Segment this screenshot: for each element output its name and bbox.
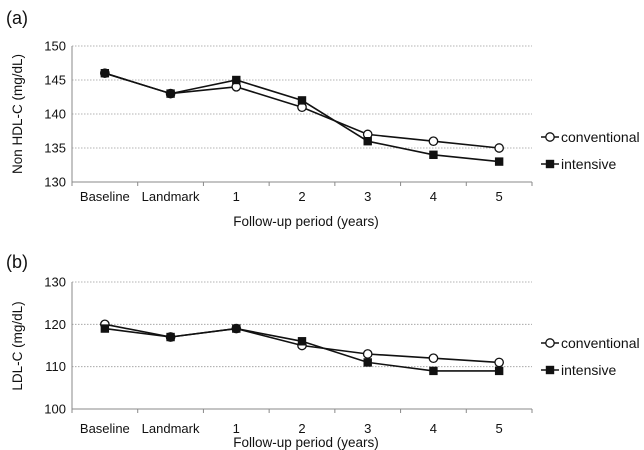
panel-a-intensive-point bbox=[166, 89, 175, 98]
panel-a-legend-intensive-label: intensive bbox=[561, 156, 616, 172]
panel-a-gridlines bbox=[72, 45, 532, 183]
panel-a-y-tick-label: 130 bbox=[44, 175, 66, 190]
panel-b-y-tick-label: 110 bbox=[45, 359, 66, 374]
panel-a-y-tick-label: 150 bbox=[44, 39, 66, 54]
panel-b-series bbox=[100, 319, 504, 376]
panel-b-y-ticks: 100 110 120 130 bbox=[44, 275, 66, 417]
panel-b-intensive-point bbox=[100, 324, 110, 333]
panel-b-legend-intensive-marker bbox=[545, 365, 555, 375]
panel-b-intensive-point bbox=[429, 366, 438, 376]
panel-b-y-axis-title: LDL-C (mg/dL) bbox=[10, 301, 25, 390]
panel-a-series bbox=[100, 68, 504, 166]
panel-b-y-tick-label: 100 bbox=[44, 402, 66, 417]
panel-a-y-ticks: 130 135 140 145 150 bbox=[44, 39, 66, 190]
panel-a-x-ticks: Baseline Landmark 1 2 3 4 5 bbox=[80, 189, 503, 204]
panel-a-axes bbox=[71, 46, 533, 186]
panel-b-intensive-point bbox=[297, 337, 307, 346]
panel-b-intensive-point bbox=[166, 332, 175, 342]
panel-b-x-tick-label: Landmark bbox=[142, 421, 200, 436]
panel-a-intensive-point bbox=[232, 75, 241, 85]
panel-a-conventional-point bbox=[494, 143, 504, 153]
panel-a-legend-conventional-marker bbox=[545, 132, 555, 142]
panel-a-intensive-line bbox=[104, 72, 500, 163]
panel-b-label: (b) bbox=[6, 252, 28, 272]
panel-a-x-tick-label: 1 bbox=[233, 189, 240, 204]
panel-b-x-tick-label: Baseline bbox=[80, 421, 130, 436]
panel-a-legend: conventional intensive bbox=[541, 129, 640, 172]
panel-a-legend-intensive-marker bbox=[545, 159, 555, 169]
panel-b-x-tick-label: 2 bbox=[298, 421, 305, 436]
panel-a-x-tick-label: Landmark bbox=[142, 189, 200, 204]
panel-b-x-tick-label: 3 bbox=[364, 421, 371, 436]
panel-b-y-tick-label: 120 bbox=[44, 317, 66, 332]
panel-a-x-tick-label: 5 bbox=[496, 189, 503, 204]
panel-b-legend-conventional-marker bbox=[545, 338, 555, 348]
panel-a-intensive-point bbox=[100, 69, 110, 78]
panel-b-x-tick-label: 4 bbox=[430, 421, 437, 436]
panel-a-chart: (a) Non HDL-C (mg/dL) Follow-up period (… bbox=[6, 8, 640, 229]
panel-a-conventional-point bbox=[428, 136, 439, 147]
panel-b-x-ticks: Baseline Landmark 1 2 3 4 5 bbox=[80, 421, 503, 436]
panel-b-intensive-point bbox=[232, 324, 241, 333]
panel-a-y-tick-label: 140 bbox=[44, 107, 66, 122]
panel-a-x-tick-label: Baseline bbox=[80, 189, 130, 204]
panel-b-legend-conventional-label: conventional bbox=[561, 335, 640, 351]
panel-a-y-tick-label: 145 bbox=[44, 73, 66, 88]
panel-b-y-tick-label: 130 bbox=[44, 275, 66, 290]
panel-b-legend: conventional intensive bbox=[541, 335, 640, 378]
panel-a-intensive-point bbox=[297, 96, 307, 105]
panel-a-intensive-point bbox=[363, 137, 372, 146]
panel-b-x-tick-label: 5 bbox=[496, 421, 503, 436]
panel-a-intensive-point bbox=[494, 157, 504, 166]
panel-b-conventional-point bbox=[428, 353, 439, 364]
panel-a-x-tick-label: 3 bbox=[364, 189, 371, 204]
panel-b-intensive-point bbox=[494, 366, 504, 376]
panel-b-intensive-point bbox=[363, 358, 372, 367]
panel-a-legend-conventional-label: conventional bbox=[561, 129, 640, 145]
panel-b-conventional-point bbox=[494, 357, 504, 368]
panel-a-intensive-point bbox=[429, 150, 438, 159]
panel-a-x-tick-label: 2 bbox=[298, 189, 305, 204]
panel-a-y-axis-title: Non HDL-C (mg/dL) bbox=[10, 54, 25, 174]
panel-a-y-tick-label: 135 bbox=[44, 141, 66, 156]
panel-b-conventional-point bbox=[362, 349, 373, 359]
panel-a-x-axis-title: Follow-up period (years) bbox=[233, 214, 379, 229]
panel-a-x-tick-label: 4 bbox=[430, 189, 437, 204]
panel-b-legend-intensive-label: intensive bbox=[561, 362, 616, 378]
panel-b-chart: (b) LDL-C (mg/dL) Follow-up period (year… bbox=[6, 252, 640, 450]
panel-b-x-axis-title: Follow-up period (years) bbox=[233, 435, 379, 450]
panel-a-label: (a) bbox=[6, 8, 28, 28]
panel-b-axes bbox=[71, 282, 533, 413]
panel-b-x-tick-label: 1 bbox=[233, 421, 240, 436]
